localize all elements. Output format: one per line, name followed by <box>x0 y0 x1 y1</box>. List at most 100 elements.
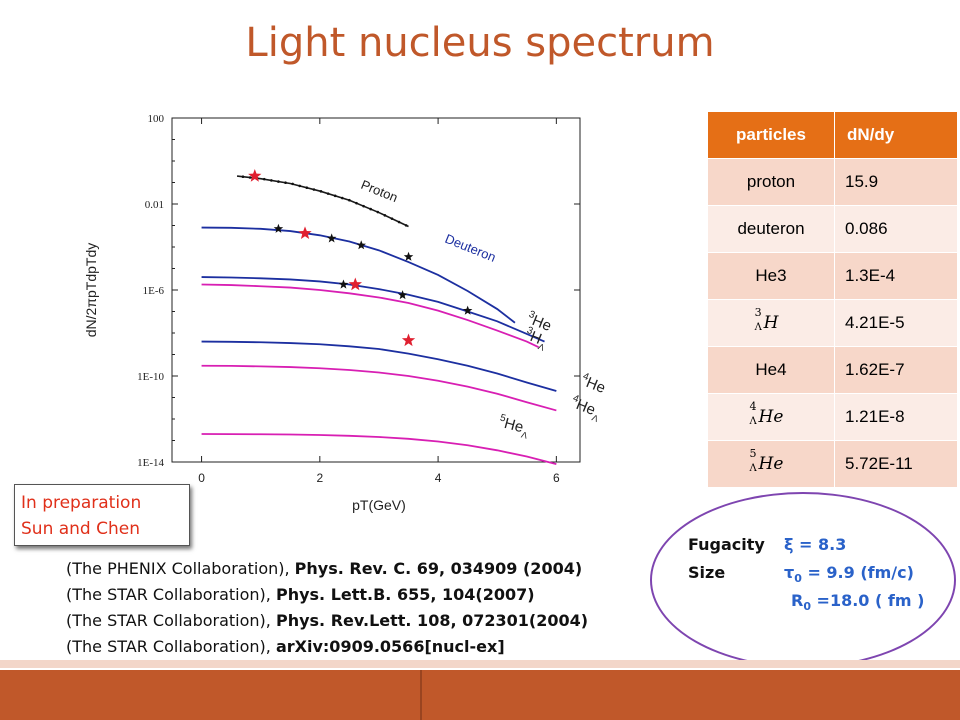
table-row: 4 Λ He 1.21E-8 <box>707 393 958 441</box>
reference-citation: Phys. Lett.B. 655, 104(2007) <box>275 585 535 604</box>
proton-data-point <box>376 210 380 214</box>
reference-citation: arXiv:0909.0566[nucl-ex] <box>275 637 505 656</box>
y-tick-label: 1E-6 <box>143 285 165 297</box>
proton-data-point <box>298 184 302 188</box>
proton-data-point <box>305 186 309 190</box>
proton-data-point <box>291 182 294 186</box>
dndy-cell: 4.21E-5 <box>834 299 958 347</box>
particle-cell: deuteron <box>707 205 835 253</box>
x-tick-label: 0 <box>198 471 205 485</box>
proton-data-point <box>333 194 337 198</box>
proton-label: Proton <box>359 177 400 205</box>
nuclide-label: 4HeΛ <box>567 393 603 424</box>
particle-cell: He4 <box>707 346 835 394</box>
nuclide-label: 5HeΛ <box>496 412 531 440</box>
star-marker <box>462 305 473 315</box>
fugacity-label: Fugacity <box>688 535 765 554</box>
radius-number: =18.0 ( fm ) <box>810 591 925 610</box>
element-symbol: H <box>763 313 779 333</box>
star-marker <box>338 279 349 289</box>
footer-bar <box>0 670 960 720</box>
star-marker <box>248 169 262 182</box>
particle-cell: 4 Λ He <box>707 393 835 441</box>
hypernucleus-symbol: 4 Λ He <box>750 400 784 427</box>
mass-number: 3 <box>754 306 762 319</box>
deuteron-label: Deuteron <box>443 231 498 265</box>
table-row: 3 Λ H 4.21E-5 <box>707 299 958 347</box>
note-line-2: Sun and Chen <box>21 519 141 539</box>
proton-data-point <box>241 175 245 178</box>
particle-cell: He3 <box>707 252 835 300</box>
star-marker <box>403 251 414 261</box>
table-row: proton 15.9 <box>707 158 958 206</box>
x-tick-label: 2 <box>316 471 323 485</box>
references: (The PHENIX Collaboration), Phys. Rev. C… <box>66 556 588 660</box>
reference-item: (The PHENIX Collaboration), Phys. Rev. C… <box>66 556 588 582</box>
x-tick-label: 6 <box>553 471 560 485</box>
proton-data-point <box>270 179 273 182</box>
footer-divider <box>420 670 422 720</box>
nuclide-label: 4He <box>579 371 609 397</box>
lambda-subscript: Λ <box>749 416 757 427</box>
preparation-note: In preparation Sun and Chen <box>14 484 190 546</box>
table-body: proton 15.9 deuteron 0.086 He3 1.3E-4 3 Λ H 4.21E… <box>707 158 958 488</box>
proton-data-point <box>404 224 408 227</box>
tau-symbol: τ <box>784 563 795 582</box>
reference-item: (The STAR Collaboration), Phys. Rev.Lett… <box>66 608 588 634</box>
proton-data-point <box>355 201 358 205</box>
radius-value: R0 =18.0 ( fm ) <box>791 587 924 621</box>
reference-citation: Phys. Rev.Lett. 108, 072301(2004) <box>275 611 589 630</box>
x-axis-label: pT(GeV) <box>352 497 406 513</box>
proton-data-point <box>369 207 372 211</box>
table-row: He4 1.62E-7 <box>707 346 958 394</box>
plot-frame <box>171 117 581 463</box>
element-symbol: He <box>758 454 784 474</box>
particle-cell: 5 Λ He <box>707 440 835 488</box>
fugacity-value: ξ = 8.3 <box>784 535 847 554</box>
star-marker <box>298 226 312 239</box>
size-label: Size <box>688 563 726 582</box>
star-marker <box>401 333 416 347</box>
reference-item: (The STAR Collaboration), Phys. Lett.B. … <box>66 582 588 608</box>
particle-cell: proton <box>707 158 835 206</box>
slide-title: Light nucleus spectrum <box>245 20 715 66</box>
y-tick-label: 1E-14 <box>137 457 164 469</box>
nuclide-label: 3HΛ <box>521 325 550 353</box>
series-line-deuteron <box>201 226 516 324</box>
series-line-he4- <box>201 364 557 412</box>
dndy-cell: 5.72E-11 <box>834 440 958 488</box>
element-symbol: He <box>758 407 784 427</box>
dndy-cell: 1.3E-4 <box>834 252 958 300</box>
tau-value: τ0 = 9.9 (fm/c) <box>784 559 914 593</box>
series-line-h3- <box>201 283 539 348</box>
tau-subscript: 0 <box>794 572 802 586</box>
x-tick-label: 4 <box>435 471 442 485</box>
star-marker <box>397 290 408 300</box>
star-marker <box>273 223 284 233</box>
y-tick-label: 1E-10 <box>137 371 164 383</box>
tau-number: = 9.9 (fm/c) <box>801 563 914 582</box>
proton-data-point <box>319 190 323 193</box>
proton-data-point <box>383 214 387 217</box>
y-tick-label: 100 <box>148 113 165 125</box>
star-marker <box>348 277 362 291</box>
lambda-subscript: Λ <box>754 322 762 333</box>
proton-data-point <box>390 217 394 220</box>
proton-data-point <box>262 177 266 181</box>
mass-number: 4 <box>749 400 757 413</box>
footer-thin-bar <box>0 660 960 668</box>
series-line-he3 <box>201 276 545 343</box>
proton-data-point <box>362 204 365 208</box>
reference-item: (The STAR Collaboration), arXiv:0909.056… <box>66 634 588 660</box>
dndy-table: particles dN/dy proton 15.9 deuteron 0.086 H… <box>707 111 958 488</box>
header-dndy: dN/dy <box>834 111 958 159</box>
proton-data-point <box>326 192 330 195</box>
proton-data-point <box>312 188 316 191</box>
mass-number: 5 <box>749 447 757 460</box>
proton-data-point <box>248 176 252 179</box>
header-particles: particles <box>707 111 835 159</box>
table-row: 5 Λ He 5.72E-11 <box>707 440 958 488</box>
y-tick-label: 0.01 <box>145 199 164 211</box>
